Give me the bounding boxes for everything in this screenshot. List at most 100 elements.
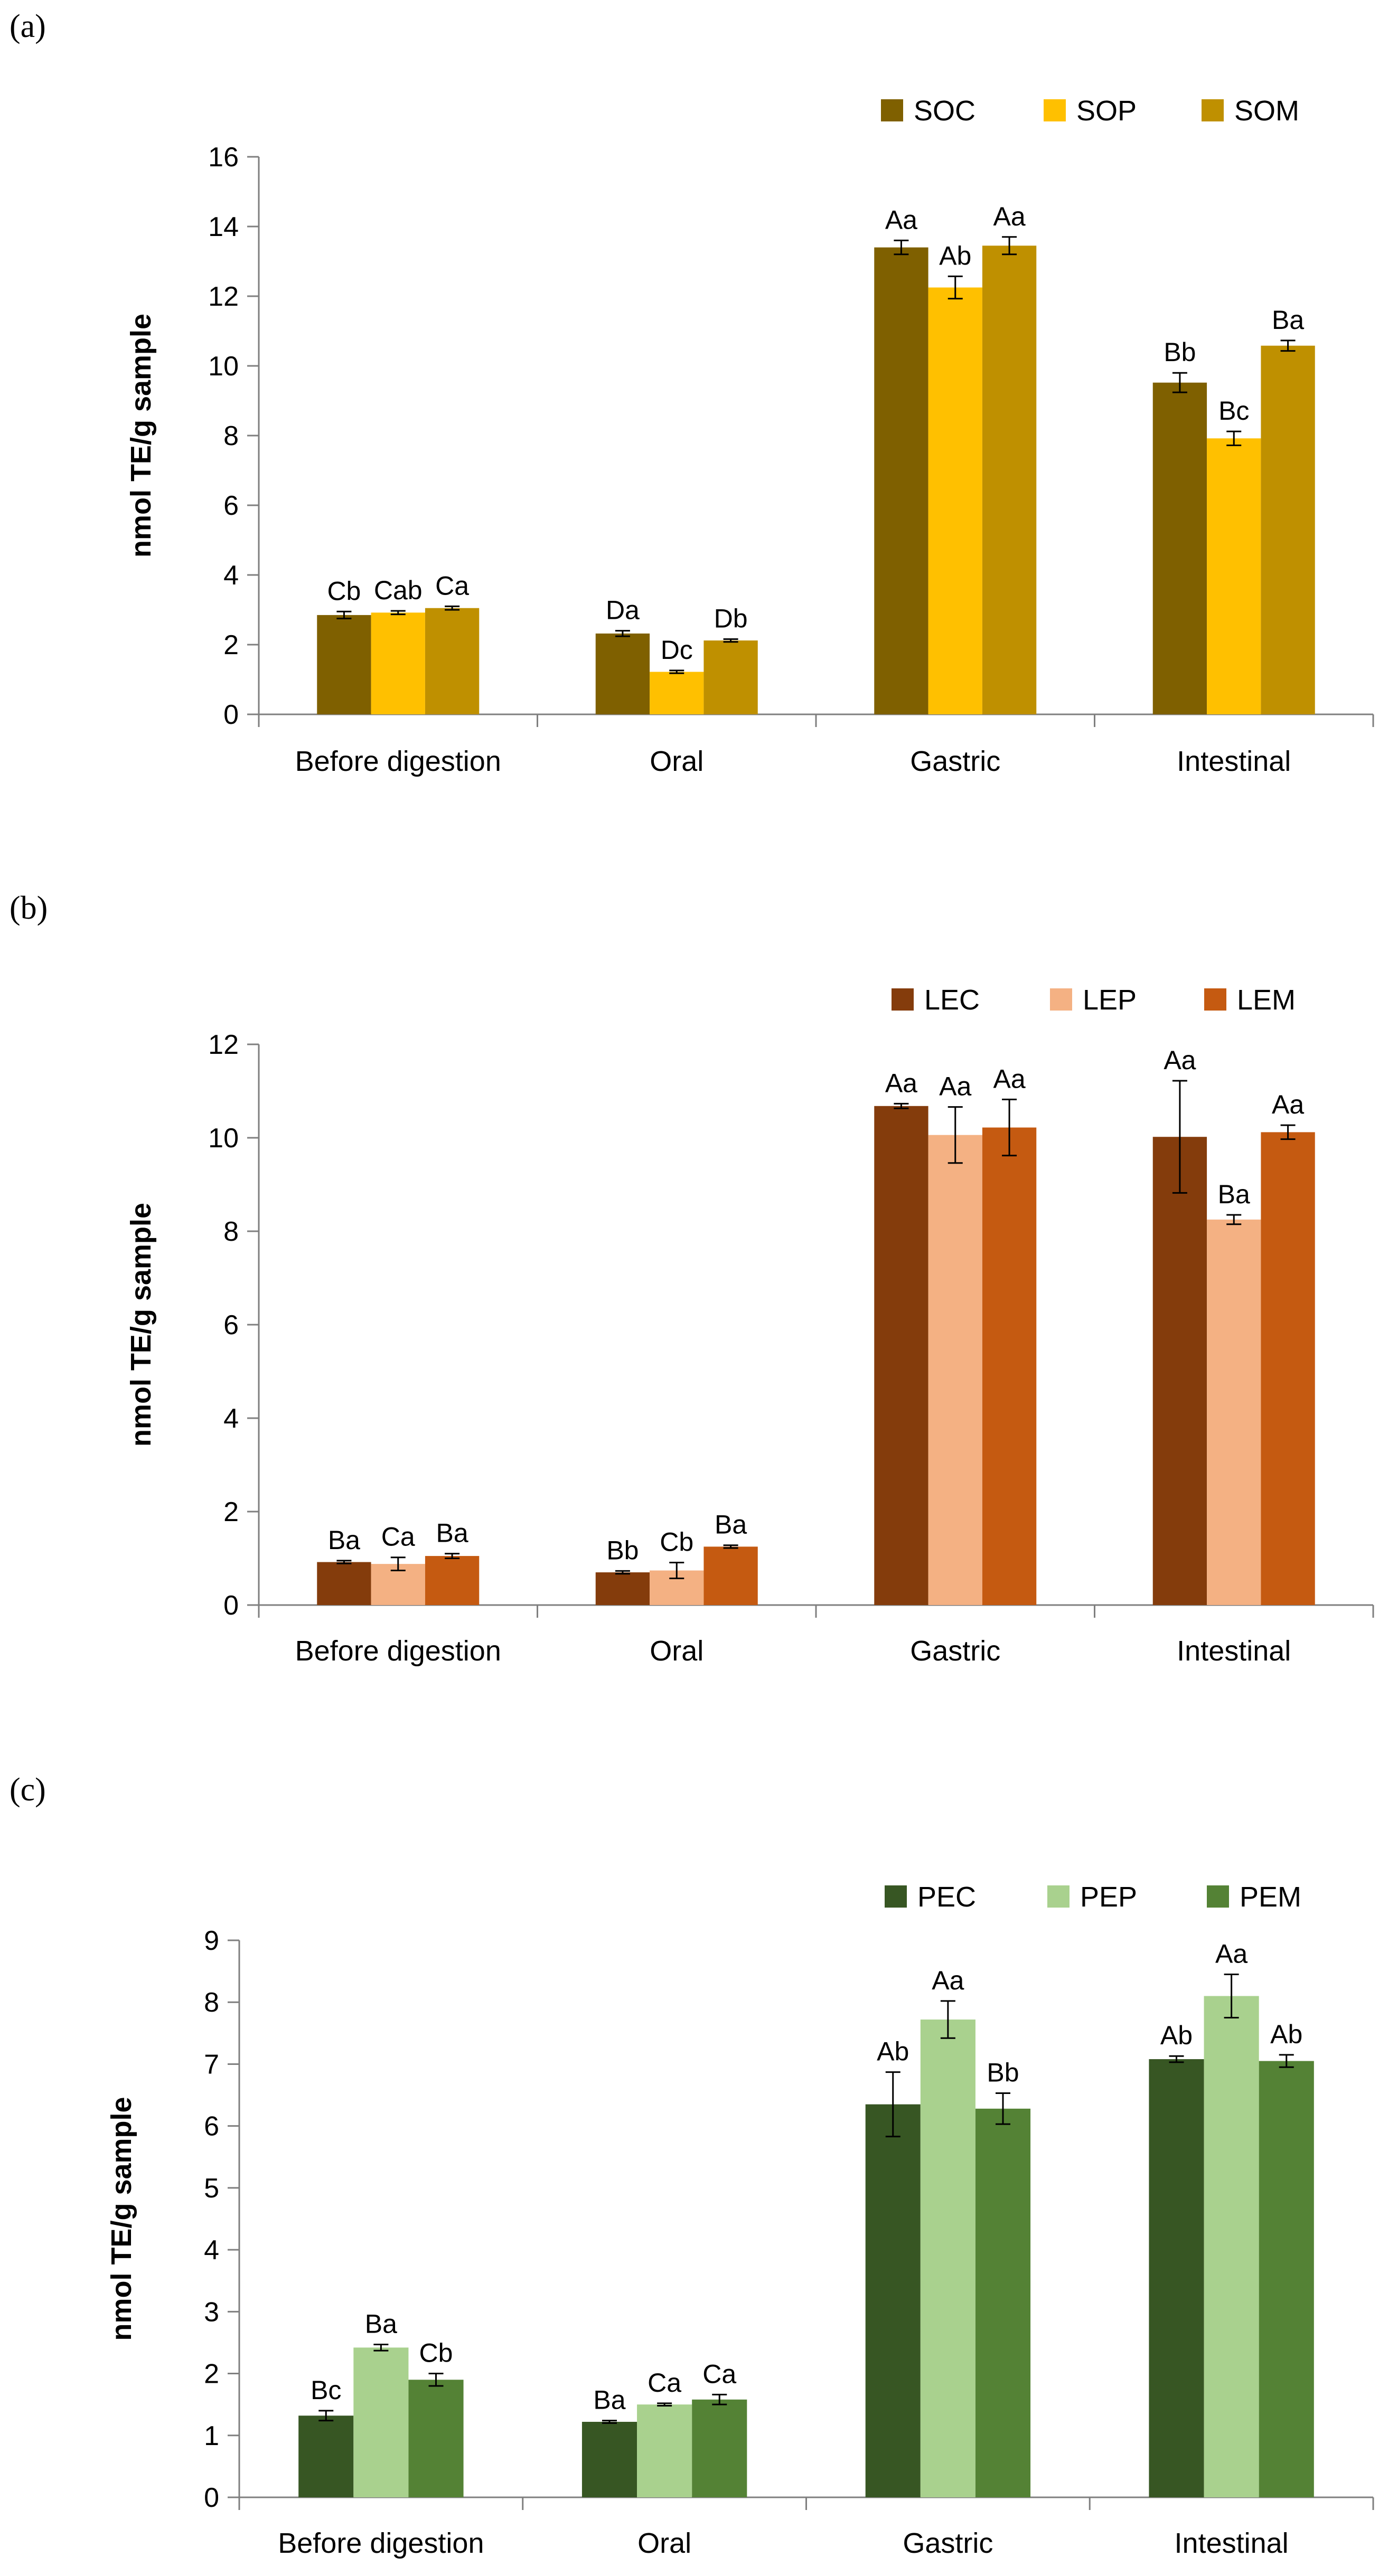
y-tick-label: 5 bbox=[204, 2173, 219, 2204]
bar-pec bbox=[1149, 2059, 1204, 2497]
significance-label: Db bbox=[714, 603, 748, 633]
x-category-label: Before digestion bbox=[295, 1635, 501, 1667]
significance-label: Ab bbox=[1270, 2020, 1302, 2049]
y-tick-label: 2 bbox=[223, 630, 239, 660]
y-tick-label: 4 bbox=[204, 2235, 219, 2266]
significance-label: Cb bbox=[660, 1527, 693, 1556]
significance-label: Ba bbox=[365, 2309, 397, 2338]
y-tick-label: 8 bbox=[223, 421, 239, 451]
significance-label: Cb bbox=[419, 2338, 453, 2368]
bar-lem bbox=[425, 1556, 480, 1605]
significance-label: Aa bbox=[1272, 1090, 1304, 1119]
x-category-label: Gastric bbox=[910, 746, 1000, 777]
significance-label: Aa bbox=[993, 1064, 1025, 1093]
y-tick-label: 16 bbox=[208, 142, 239, 173]
y-tick-label: 0 bbox=[223, 1590, 239, 1621]
bar-sop bbox=[928, 287, 982, 714]
bar-pem bbox=[408, 2380, 464, 2497]
significance-label: Bb bbox=[987, 2058, 1019, 2088]
y-tick-label: 6 bbox=[223, 1310, 239, 1341]
panel-label: (c) bbox=[10, 1772, 46, 1808]
significance-label: Ca bbox=[381, 1522, 415, 1552]
x-category-label: Intestinal bbox=[1177, 1635, 1291, 1667]
bar-pec bbox=[865, 2104, 921, 2497]
significance-label: Aa bbox=[1215, 1939, 1247, 1968]
legend-entry: SOM bbox=[1234, 95, 1299, 127]
legend-swatch bbox=[892, 988, 914, 1011]
significance-label: Aa bbox=[885, 1068, 917, 1098]
y-tick-label: 0 bbox=[223, 700, 239, 730]
x-category-label: Intestinal bbox=[1175, 2527, 1289, 2559]
y-tick-label: 8 bbox=[204, 1987, 219, 2018]
legend-entry: SOC bbox=[914, 95, 975, 127]
bar-pep bbox=[1204, 1996, 1259, 2497]
significance-label: Ca bbox=[435, 571, 469, 600]
legend-swatch bbox=[1204, 988, 1226, 1011]
legend-swatch bbox=[1207, 1885, 1229, 1908]
significance-label: Bb bbox=[606, 1535, 639, 1565]
significance-label: Aa bbox=[939, 1072, 971, 1101]
significance-label: Ba bbox=[715, 1510, 747, 1540]
significance-label: Aa bbox=[885, 205, 917, 234]
significance-label: Bb bbox=[1164, 337, 1196, 367]
y-tick-label: 12 bbox=[208, 1030, 239, 1060]
bar-lem bbox=[982, 1127, 1037, 1605]
significance-label: Da bbox=[606, 596, 640, 625]
significance-label: Ba bbox=[593, 2385, 625, 2415]
y-tick-label: 2 bbox=[223, 1497, 239, 1527]
y-tick-label: 12 bbox=[208, 281, 239, 312]
x-category-label: Gastric bbox=[910, 1635, 1000, 1667]
x-category-label: Intestinal bbox=[1177, 746, 1291, 777]
x-category-label: Before digestion bbox=[278, 2527, 484, 2559]
significance-label: Bc bbox=[311, 2375, 341, 2405]
x-category-label: Oral bbox=[637, 2527, 691, 2559]
bar-lec bbox=[595, 1572, 650, 1605]
bar-pem bbox=[1259, 2061, 1314, 2497]
y-tick-label: 10 bbox=[208, 351, 239, 382]
bar-pem bbox=[692, 2399, 747, 2497]
significance-label: Ca bbox=[648, 2368, 681, 2398]
bar-lem bbox=[1261, 1132, 1315, 1605]
y-axis-label: nmol TE/g sample bbox=[106, 2097, 137, 2341]
bar-som bbox=[1261, 345, 1315, 714]
x-category-label: Gastric bbox=[903, 2527, 993, 2559]
x-category-label: Oral bbox=[650, 746, 703, 777]
significance-label: Ba bbox=[436, 1518, 468, 1548]
bar-soc bbox=[317, 615, 371, 714]
bar-soc bbox=[1152, 382, 1207, 714]
significance-label: Ab bbox=[877, 2037, 909, 2067]
y-tick-label: 3 bbox=[204, 2297, 219, 2327]
legend-entry: LEC bbox=[924, 984, 980, 1016]
y-tick-label: 9 bbox=[204, 1926, 219, 1956]
x-category-label: Before digestion bbox=[295, 746, 501, 777]
legend-entry: PEM bbox=[1240, 1881, 1301, 1913]
legend-entry: LEP bbox=[1083, 984, 1137, 1016]
bar-som bbox=[703, 640, 758, 714]
legend-entry: LEM bbox=[1237, 984, 1296, 1016]
significance-label: Aa bbox=[993, 202, 1025, 231]
bar-lep bbox=[1207, 1219, 1261, 1605]
panel-label: (a) bbox=[10, 8, 46, 44]
significance-label: Cab bbox=[374, 575, 423, 605]
y-tick-label: 2 bbox=[204, 2359, 219, 2390]
y-tick-label: 4 bbox=[223, 1403, 239, 1434]
bar-lep bbox=[928, 1135, 982, 1605]
bar-soc bbox=[874, 247, 928, 715]
bar-som bbox=[982, 246, 1037, 714]
chart-panel-2: (b) 0 2 4 6 8 10 12 nmol TE/g sample Before diges… bbox=[10, 890, 1374, 1667]
bar-soc bbox=[595, 633, 650, 714]
bar-lem bbox=[703, 1546, 758, 1605]
bar-som bbox=[425, 608, 480, 714]
bar-pec bbox=[581, 2421, 637, 2497]
bar-pep bbox=[637, 2404, 692, 2497]
y-tick-label: 6 bbox=[204, 2111, 219, 2142]
y-tick-label: 1 bbox=[204, 2421, 219, 2451]
legend-swatch bbox=[1047, 1885, 1070, 1908]
legend-swatch bbox=[881, 99, 903, 121]
bar-lec bbox=[317, 1562, 371, 1605]
legend-swatch bbox=[1202, 99, 1224, 121]
x-category-label: Oral bbox=[650, 1635, 703, 1667]
y-tick-label: 14 bbox=[208, 212, 239, 242]
y-axis-label: nmol TE/g sample bbox=[125, 1203, 157, 1447]
significance-label: Dc bbox=[661, 635, 693, 665]
